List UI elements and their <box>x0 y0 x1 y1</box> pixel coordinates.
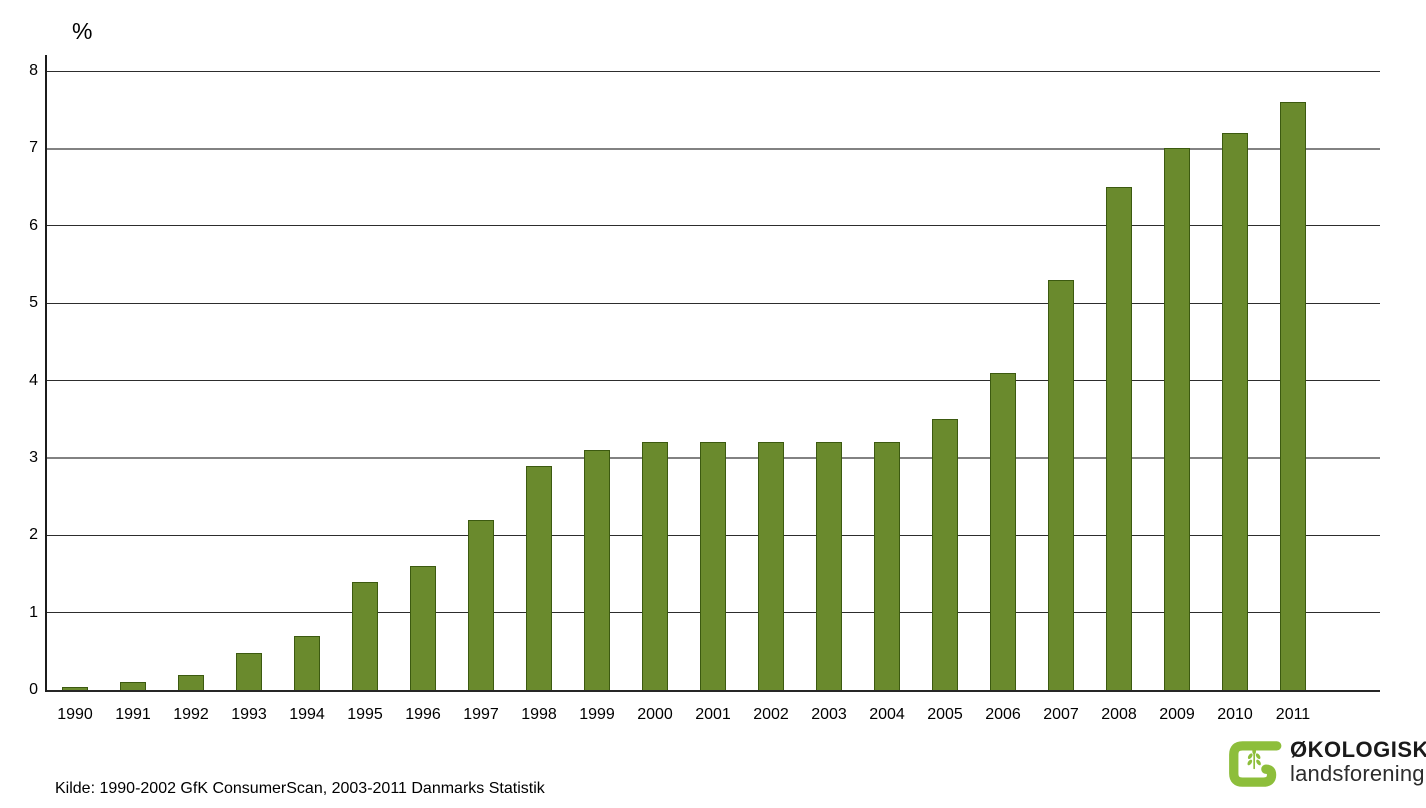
gridline-4 <box>46 380 1380 381</box>
gridline-6 <box>46 225 1380 227</box>
source-note: Kilde: 1990-2002 GfK ConsumerScan, 2003-… <box>55 780 545 797</box>
x-axis-label-1999: 1999 <box>579 706 615 723</box>
bar-2007 <box>1048 280 1074 690</box>
gridline-5 <box>46 302 1380 304</box>
y-axis-tick-label-3: 3 <box>29 448 38 466</box>
x-axis-label-2010: 2010 <box>1217 706 1253 723</box>
bar-2009 <box>1164 148 1190 690</box>
y-axis-tick-label-5: 5 <box>29 294 38 312</box>
x-axis-label-2004: 2004 <box>869 706 905 723</box>
bar-2004 <box>874 442 900 690</box>
bar-2006 <box>990 373 1016 690</box>
logo-title: ØKOLOGISK <box>1290 737 1426 762</box>
x-axis-label-2003: 2003 <box>811 706 847 723</box>
x-axis-label-1997: 1997 <box>463 706 499 723</box>
bar-1992 <box>178 675 204 690</box>
gridline-8 <box>46 70 1380 72</box>
x-axis-label-2006: 2006 <box>985 706 1021 723</box>
x-axis-label-1993: 1993 <box>231 706 267 723</box>
x-axis-label-2005: 2005 <box>927 706 963 723</box>
y-axis-tick-label-4: 4 <box>29 371 38 389</box>
x-axis-label-1994: 1994 <box>289 706 325 723</box>
x-axis-baseline <box>46 690 1380 692</box>
x-axis-label-2002: 2002 <box>753 706 789 723</box>
x-axis-label-2007: 2007 <box>1043 706 1079 723</box>
y-axis-tick-label-6: 6 <box>29 216 38 234</box>
gridline-7 <box>46 147 1380 150</box>
y-axis-tick-label-1: 1 <box>29 603 38 621</box>
y-axis-tick-label-0: 0 <box>29 681 38 698</box>
bar-1999 <box>584 450 610 690</box>
bar-2000 <box>642 442 668 690</box>
bar-1990 <box>62 687 88 690</box>
y-axis-tick-label-2: 2 <box>29 526 38 544</box>
y-axis-tick-label-8: 8 <box>29 62 38 79</box>
bar-1997 <box>468 520 494 690</box>
x-axis-label-1996: 1996 <box>405 706 441 723</box>
okologisk-landsforening-logo: ØKOLOGISK landsforening <box>1226 737 1426 791</box>
bar-2010 <box>1222 133 1248 690</box>
bar-2011 <box>1280 102 1306 690</box>
bar-2002 <box>758 442 784 690</box>
bar-1998 <box>526 466 552 690</box>
bar-2001 <box>700 442 726 690</box>
logo-text: ØKOLOGISK landsforening <box>1290 738 1426 786</box>
x-axis-label-1998: 1998 <box>521 706 557 723</box>
x-axis-label-2008: 2008 <box>1101 706 1137 723</box>
bar-1995 <box>352 582 378 690</box>
x-axis-label-1991: 1991 <box>115 706 151 723</box>
x-axis-label-1992: 1992 <box>173 706 209 723</box>
y-axis-tick-label-7: 7 <box>29 139 38 157</box>
x-axis-label-2001: 2001 <box>695 706 731 723</box>
bar-1991 <box>120 682 146 690</box>
y-axis-line <box>45 55 47 692</box>
bar-2005 <box>932 419 958 690</box>
bar-chart-plot-area: 0 1 2 3 4 5 6 7 8 1990 1991 1992 1993 1994 1995 1996 19… <box>29 55 1380 723</box>
x-axis-label-1990: 1990 <box>57 706 93 723</box>
wheat-swoosh-icon <box>1229 741 1282 787</box>
logo-subtitle: landsforening <box>1290 761 1425 786</box>
bar-1994 <box>294 636 320 690</box>
bar-1996 <box>410 566 436 690</box>
x-axis-label-1995: 1995 <box>347 706 383 723</box>
x-axis-label-2000: 2000 <box>637 706 673 723</box>
bar-2008 <box>1106 187 1132 690</box>
bar-2003 <box>816 442 842 690</box>
x-axis-label-2009: 2009 <box>1159 706 1195 723</box>
bar-1993 <box>236 653 262 690</box>
x-axis-label-2011: 2011 <box>1275 706 1311 723</box>
y-axis-unit-label: % <box>72 18 93 44</box>
